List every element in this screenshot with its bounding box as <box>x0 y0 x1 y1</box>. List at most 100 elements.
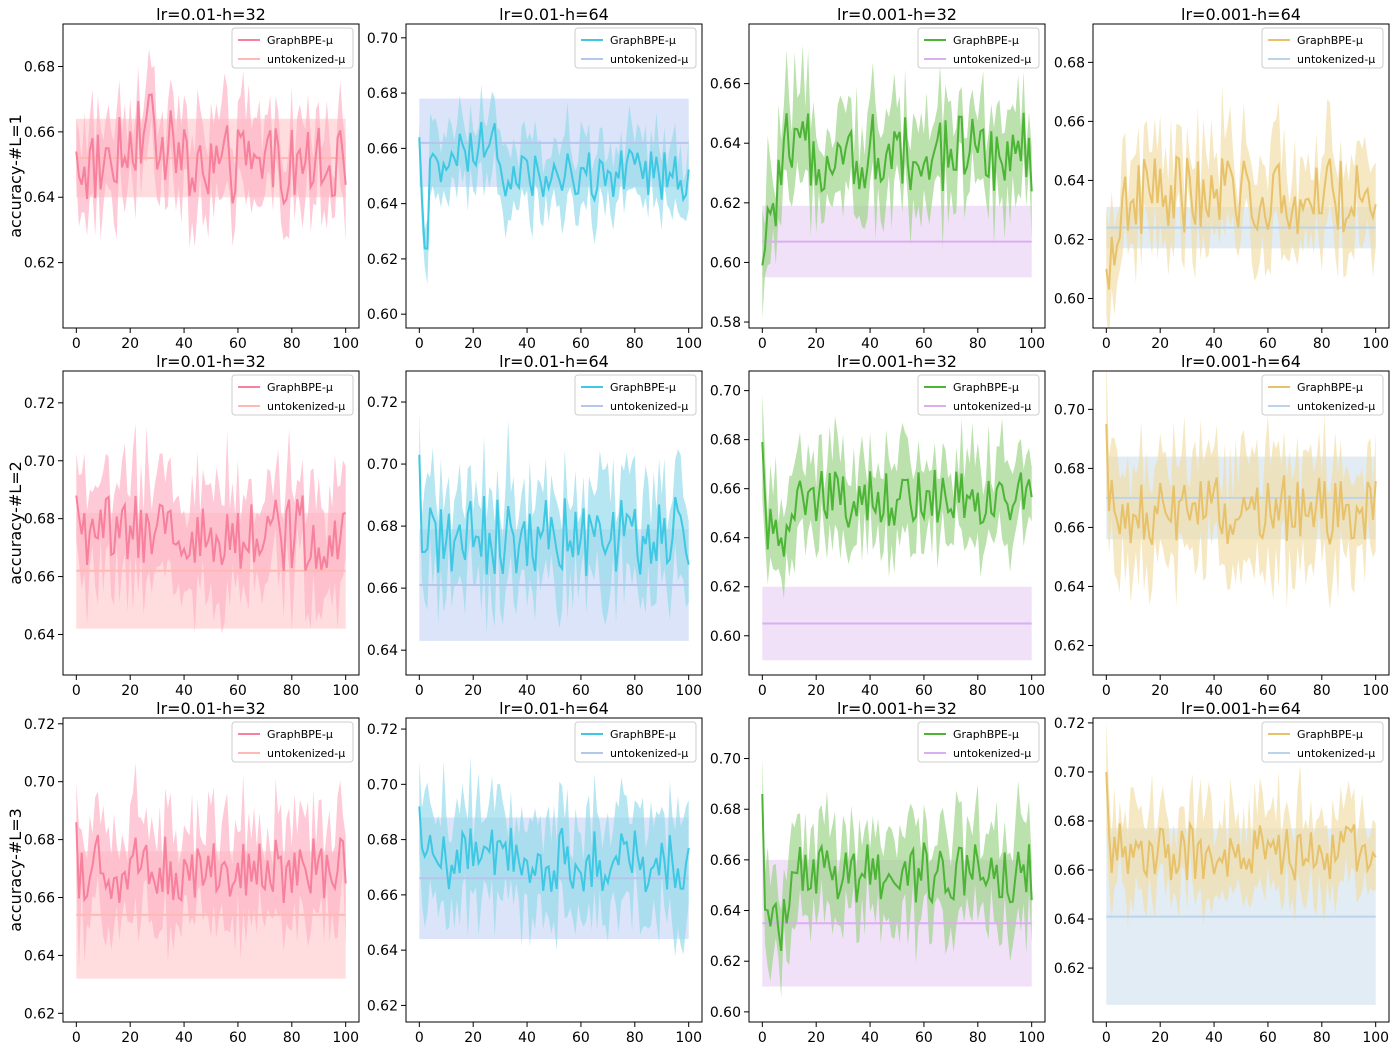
y-tick-label: 0.70 <box>1054 765 1085 781</box>
y-tick-label: 0.64 <box>1054 173 1085 189</box>
y-tick-label: 0.62 <box>1054 638 1085 654</box>
row-label: accuracy-#L=1 <box>6 114 25 238</box>
x-tick-label: 40 <box>518 336 536 352</box>
panel-r2-c1: 0 20 40 60 80 100 0.62 0.64 0.66 0.68 0.70 0.72 lr=0… <box>367 699 703 1046</box>
graphbpe-band <box>419 756 689 957</box>
y-tick-label: 0.66 <box>24 570 55 586</box>
legend-graphbpe-label: GraphBPE-μ <box>610 381 676 394</box>
x-tick-label: 0 <box>1102 683 1111 699</box>
legend-box <box>231 721 354 763</box>
legend-graphbpe-label: GraphBPE-μ <box>953 728 1019 741</box>
graphbpe-line <box>418 806 690 893</box>
legend: GraphBPE-μ untokenized-μ <box>1261 721 1384 763</box>
x-tick-label: 20 <box>1151 683 1169 699</box>
x-tick-label: 40 <box>861 336 879 352</box>
y-tick-label: 0.64 <box>367 197 398 213</box>
y-tick-label: 0.68 <box>367 833 398 849</box>
y-tick-label: 0.64 <box>24 627 55 643</box>
x-tick-label: 60 <box>1259 336 1277 352</box>
panel-title: lr=0.001-h=64 <box>1181 5 1301 24</box>
y-tick-label: 0.70 <box>367 31 398 47</box>
x-tick-label: 0 <box>758 1030 767 1046</box>
legend-untokenized-label: untokenized-μ <box>610 747 688 760</box>
legend: GraphBPE-μ untokenized-μ <box>574 721 697 763</box>
y-tick-label: 0.68 <box>710 802 741 818</box>
legend-untokenized-label: untokenized-μ <box>1297 747 1375 760</box>
y-tick-label: 0.68 <box>367 86 398 102</box>
y-tick-label: 0.62 <box>710 954 741 970</box>
legend-box <box>574 374 697 416</box>
x-tick-label: 80 <box>626 1030 644 1046</box>
x-tick-label: 100 <box>1018 1030 1045 1046</box>
y-tick-label: 0.70 <box>367 777 398 793</box>
legend-graphbpe-label: GraphBPE-μ <box>953 381 1019 394</box>
y-tick-label: 0.66 <box>24 891 55 907</box>
x-tick-label: 80 <box>283 1030 301 1046</box>
y-tick-label: 0.60 <box>1054 291 1085 307</box>
x-tick-label: 0 <box>1102 1030 1111 1046</box>
x-tick-label: 0 <box>72 1030 81 1046</box>
panel-r1-c2: 0 20 40 60 80 100 0.60 0.62 0.64 0.66 0.68 0.70 lr=0… <box>710 352 1046 699</box>
legend: GraphBPE-μ untokenized-μ <box>574 374 697 416</box>
x-tick-label: 40 <box>1205 336 1223 352</box>
y-tick-label: 0.70 <box>367 457 398 473</box>
legend: GraphBPE-μ untokenized-μ <box>231 374 354 416</box>
panel-title: lr=0.001-h=32 <box>837 5 957 24</box>
x-tick-label: 80 <box>1313 336 1331 352</box>
x-tick-label: 0 <box>72 336 81 352</box>
y-tick-label: 0.64 <box>367 643 398 659</box>
y-tick-label: 0.66 <box>367 141 398 157</box>
y-tick-label: 0.64 <box>710 531 741 547</box>
y-tick-label: 0.68 <box>710 433 741 449</box>
plot-area <box>1105 721 1377 1005</box>
x-tick-label: 60 <box>229 336 247 352</box>
legend-untokenized-label: untokenized-μ <box>953 400 1031 413</box>
y-tick-label: 0.66 <box>1054 863 1085 879</box>
legend-untokenized-label: untokenized-μ <box>610 400 688 413</box>
panel-title: lr=0.01-h=64 <box>499 699 609 718</box>
legend-graphbpe-label: GraphBPE-μ <box>1297 34 1363 47</box>
y-tick-label: 0.66 <box>367 888 398 904</box>
x-tick-label: 60 <box>1259 683 1277 699</box>
legend-box <box>1261 374 1384 416</box>
panel-title: lr=0.001-h=32 <box>837 699 957 718</box>
legend-box <box>231 374 354 416</box>
panel-r0-c0: 0 20 40 60 80 100 0.62 0.64 0.66 0.68 lr=0.01-h=32… <box>24 5 360 352</box>
row-label: accuracy-#L=3 <box>6 808 25 932</box>
x-tick-label: 20 <box>807 1030 825 1046</box>
x-tick-label: 80 <box>969 683 987 699</box>
legend: GraphBPE-μ untokenized-μ <box>917 721 1040 763</box>
legend-box <box>1261 27 1384 69</box>
graphbpe-band <box>762 45 1032 319</box>
x-tick-label: 80 <box>1313 683 1331 699</box>
panel-r0-c1: 0 20 40 60 80 100 0.60 0.62 0.64 0.66 0.68 0.70 lr=0… <box>367 5 703 352</box>
legend-untokenized-label: untokenized-μ <box>267 53 345 66</box>
plot-area <box>761 755 1033 998</box>
y-tick-label: 0.66 <box>1054 520 1085 536</box>
x-tick-label: 80 <box>626 683 644 699</box>
axes-frame <box>748 717 1046 1023</box>
legend-untokenized-label: untokenized-μ <box>953 747 1031 760</box>
legend-untokenized-label: untokenized-μ <box>1297 400 1375 413</box>
graphbpe-band <box>419 84 689 285</box>
legend: GraphBPE-μ untokenized-μ <box>574 27 697 69</box>
x-tick-label: 0 <box>1102 336 1111 352</box>
y-tick-label: 0.64 <box>24 190 55 206</box>
y-tick-label: 0.64 <box>1054 579 1085 595</box>
panel-r2-c0: 0 20 40 60 80 100 0.62 0.64 0.66 0.68 0.70 0.72 lr=0… <box>24 699 360 1046</box>
plot-area <box>761 45 1033 319</box>
axes-frame <box>405 717 703 1023</box>
chart-grid: 0 20 40 60 80 100 0.62 0.64 0.66 0.68 lr=0.01-h=32… <box>24 5 1390 1046</box>
x-tick-label: 100 <box>332 1030 359 1046</box>
y-tick-label: 0.72 <box>367 722 398 738</box>
panel-r2-c3: 0 20 40 60 80 100 0.62 0.64 0.66 0.68 0.70 0.72 lr=0… <box>1054 699 1390 1046</box>
axes-frame <box>1092 370 1390 676</box>
legend-box <box>1261 721 1384 763</box>
plot-area <box>75 48 347 248</box>
x-tick-label: 80 <box>969 336 987 352</box>
x-tick-label: 100 <box>332 336 359 352</box>
y-tick-label: 0.70 <box>710 384 741 400</box>
y-tick-label: 0.70 <box>24 454 55 470</box>
legend-box <box>917 721 1040 763</box>
